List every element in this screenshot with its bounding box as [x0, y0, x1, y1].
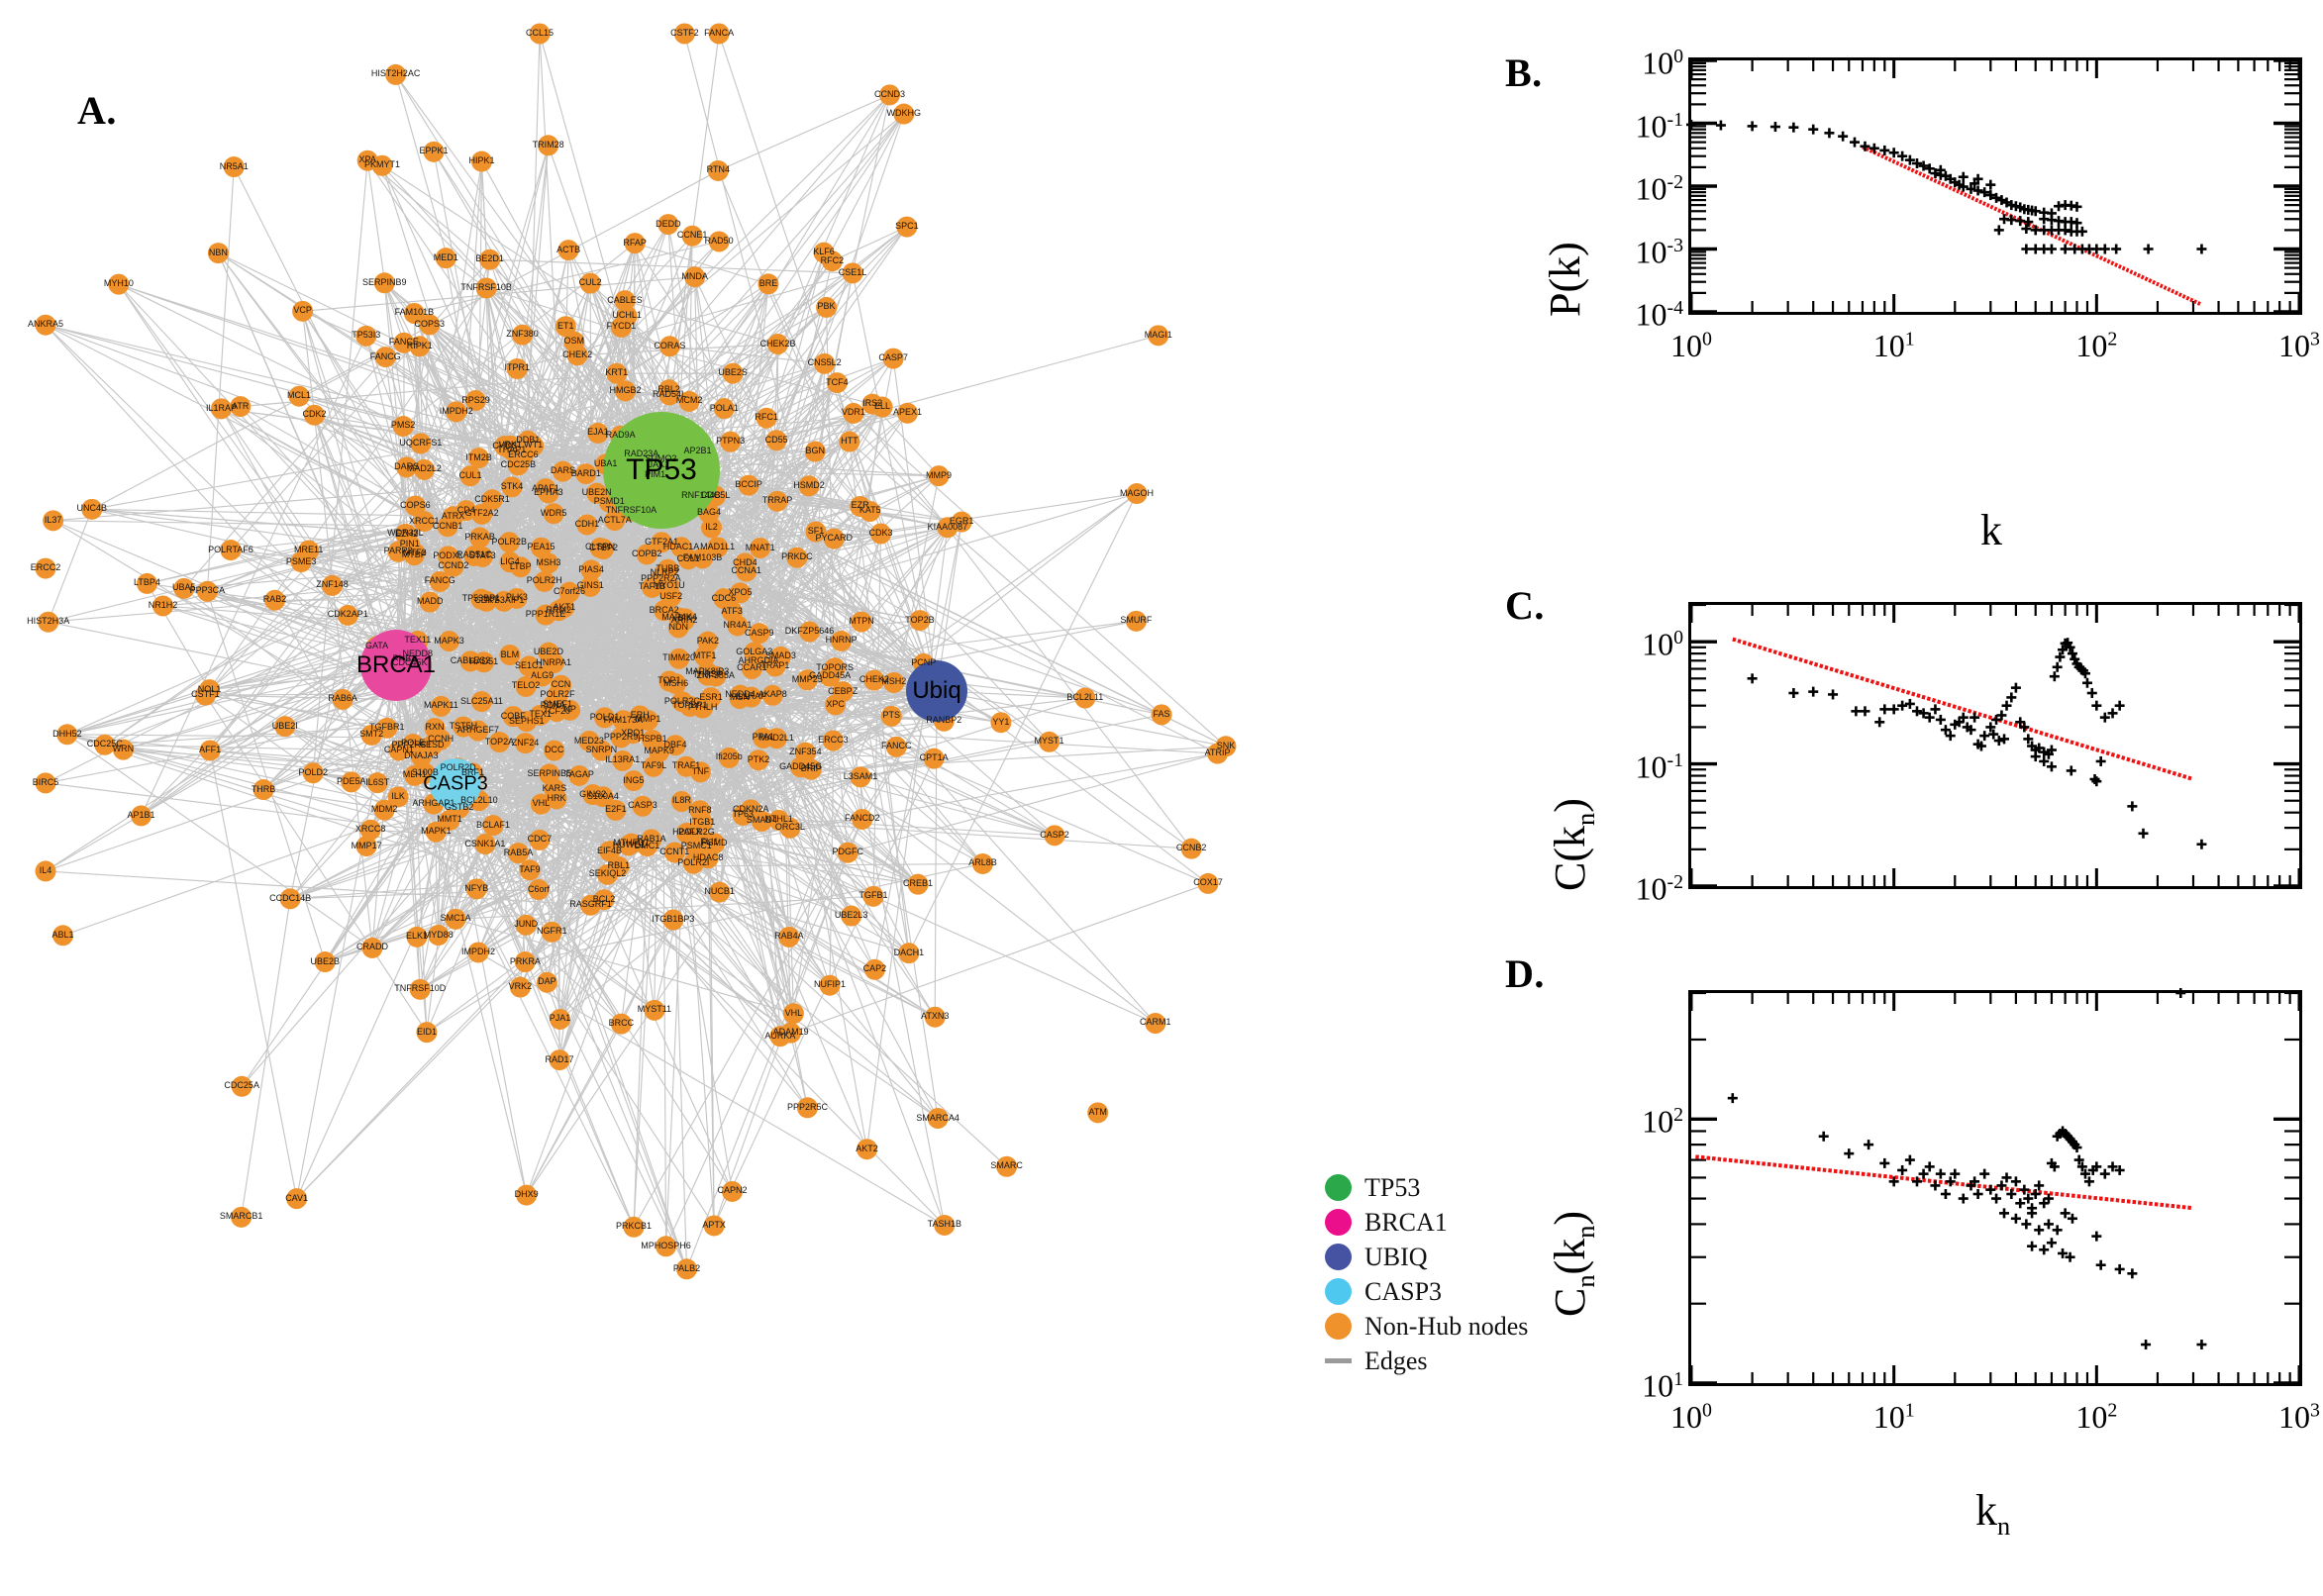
- y-tick-label: 10-3: [1635, 234, 1683, 269]
- legend-label: CASP3: [1364, 1276, 1443, 1306]
- panel-letter-b: B.: [1505, 50, 1543, 95]
- network-svg: [35, 23, 1237, 1280]
- x-tick-label: 100: [1670, 1399, 1712, 1435]
- y-tick-label: 10-2: [1635, 870, 1683, 907]
- x-tick-label: 103: [2278, 328, 2320, 363]
- legend-row-brca1: BRCA1: [1325, 1205, 1538, 1240]
- y-tick-label: 10-2: [1635, 170, 1683, 207]
- legend-row-casp3: CASP3: [1325, 1274, 1538, 1309]
- x-tick-label: 102: [2075, 1399, 2118, 1435]
- chart-c-plot: [1689, 603, 2301, 888]
- chart-d-xlabel: kn: [1975, 1486, 2011, 1541]
- legend-row-edges: Edges: [1325, 1344, 1538, 1378]
- y-tick-label: 102: [1642, 1103, 1683, 1140]
- panel-letter-d: D.: [1505, 951, 1545, 996]
- panel-letter-a: A.: [77, 88, 117, 133]
- legend-dot-icon: [1325, 1174, 1352, 1201]
- legend-row-tp53: TP53: [1325, 1170, 1538, 1205]
- fit-line: [1862, 145, 2201, 306]
- y-tick-label: 10-4: [1635, 296, 1683, 333]
- chart-panel-b: [1686, 57, 2302, 315]
- legend-dot-icon: [1325, 1313, 1352, 1340]
- data-markers: [1686, 119, 2207, 254]
- chart-b-plot: [1686, 58, 2301, 314]
- chart-panel-c: [1688, 602, 2302, 889]
- y-tick-label: 100: [1642, 626, 1683, 662]
- chart-b-xlabel: k: [1980, 506, 2002, 554]
- x-tick-label: 101: [1872, 328, 1915, 363]
- legend-label: Non-Hub nodes: [1364, 1311, 1529, 1341]
- y-tick-label: 100: [1642, 45, 1683, 81]
- y-tick-label: 101: [1642, 1367, 1683, 1404]
- chart-d-plot: [1689, 988, 2301, 1385]
- legend-label: Edges: [1364, 1346, 1428, 1375]
- data-markers: [1727, 988, 2207, 1350]
- x-tick-label: 101: [1872, 1399, 1915, 1435]
- legend-dot-icon: [1325, 1278, 1352, 1305]
- x-tick-label: 102: [2075, 328, 2118, 363]
- legend-row-non-hub-nodes: Non-Hub nodes: [1325, 1309, 1538, 1344]
- legend-edge-line-icon: [1325, 1358, 1352, 1363]
- legend-dot-icon: [1325, 1209, 1352, 1236]
- chart-panel-d: [1688, 988, 2302, 1386]
- legend-dot-icon: [1325, 1244, 1352, 1270]
- legend-label: BRCA1: [1364, 1207, 1448, 1237]
- network-panel: ARL8B TAF9L GATA MAGOH SMC1A DNAJA3 ALG9 RNF144…: [27, 23, 1237, 1280]
- network-legend: TP53 BRCA1 UBIQ CASP3 Non-Hub nodes Edges: [1325, 1170, 1538, 1378]
- chart-c-ylabel: C(kn): [1546, 798, 1600, 891]
- y-tick-label: 10-1: [1635, 108, 1683, 144]
- x-tick-label: 103: [2278, 1399, 2320, 1435]
- legend-label: UBIQ: [1364, 1242, 1428, 1271]
- x-tick-label: 100: [1670, 328, 1712, 363]
- chart-d-ylabel: Cn(kn): [1546, 1210, 1600, 1317]
- chart-b-ylabel: P(k): [1541, 242, 1589, 317]
- y-tick-label: 10-1: [1635, 748, 1683, 785]
- panel-letter-c: C.: [1505, 583, 1545, 628]
- legend-row-ubiq: UBIQ: [1325, 1240, 1538, 1274]
- legend-label: TP53: [1364, 1172, 1421, 1202]
- data-markers: [1747, 638, 2207, 849]
- fit-line: [1732, 637, 2192, 781]
- fit-line: [1695, 1154, 2192, 1210]
